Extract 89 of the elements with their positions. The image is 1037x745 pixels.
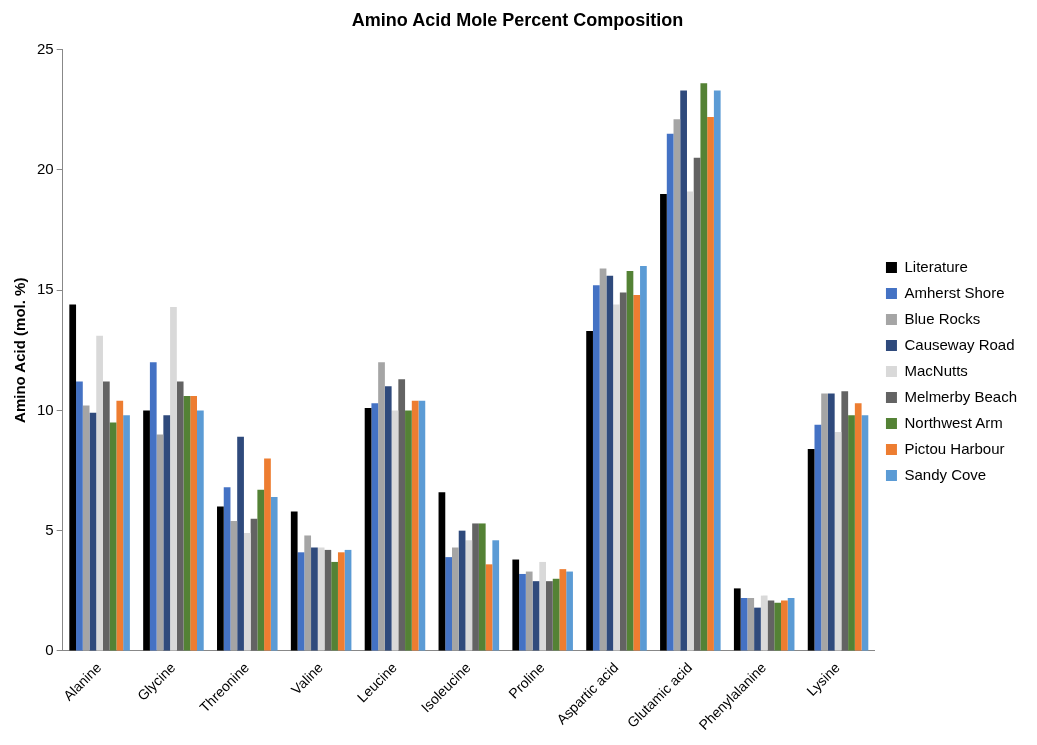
legend-label: Causeway Road bbox=[904, 335, 1015, 353]
bar bbox=[713, 90, 721, 651]
bar bbox=[472, 523, 479, 651]
bar bbox=[733, 588, 741, 651]
bar bbox=[465, 540, 473, 651]
bar bbox=[760, 595, 768, 651]
bar bbox=[337, 552, 345, 651]
bar bbox=[666, 133, 674, 651]
bar bbox=[633, 294, 641, 651]
bar bbox=[848, 415, 855, 651]
bar bbox=[827, 393, 835, 651]
legend-label: MacNutts bbox=[904, 361, 968, 379]
bar bbox=[566, 571, 573, 651]
y-tick-label: 0 bbox=[45, 641, 54, 659]
bar bbox=[841, 391, 849, 651]
legend-label: Amherst Shore bbox=[904, 283, 1005, 301]
bar bbox=[539, 561, 547, 651]
bar bbox=[76, 381, 83, 651]
bar bbox=[525, 571, 533, 651]
bar bbox=[324, 549, 332, 651]
legend-label: Sandy Cove bbox=[904, 465, 987, 483]
bar bbox=[96, 335, 103, 651]
bar bbox=[411, 400, 419, 651]
bar bbox=[660, 193, 667, 651]
y-axis-title: Amino Acid (mol. %) bbox=[11, 277, 29, 423]
bar bbox=[774, 602, 782, 651]
bar bbox=[304, 535, 312, 651]
bar bbox=[592, 285, 600, 651]
y-tick-label: 5 bbox=[45, 520, 54, 538]
y-tick-label: 25 bbox=[37, 39, 54, 57]
legend-label: Pictou Harbour bbox=[904, 439, 1005, 457]
bar bbox=[559, 569, 567, 651]
bar bbox=[176, 381, 184, 651]
y-tick-label: 10 bbox=[37, 400, 54, 418]
y-tick-label: 20 bbox=[37, 160, 54, 178]
bar bbox=[257, 489, 265, 651]
bar bbox=[123, 415, 130, 651]
bar bbox=[686, 191, 694, 651]
bar bbox=[331, 561, 338, 651]
bar bbox=[478, 523, 486, 651]
bar bbox=[700, 83, 708, 651]
bar bbox=[163, 415, 171, 651]
bar bbox=[512, 559, 520, 651]
bar bbox=[781, 600, 788, 651]
y-tick-label: 15 bbox=[37, 280, 54, 298]
bar bbox=[619, 292, 627, 651]
bar bbox=[519, 573, 526, 651]
bar bbox=[405, 410, 412, 651]
legend-label: Literature bbox=[904, 257, 968, 275]
bar bbox=[270, 496, 278, 651]
bar bbox=[116, 400, 124, 651]
bar bbox=[606, 275, 614, 651]
bar bbox=[311, 547, 318, 651]
bar bbox=[378, 362, 385, 651]
bar bbox=[197, 410, 204, 651]
bar bbox=[586, 331, 593, 651]
bar bbox=[854, 403, 862, 651]
legend-label: Melmerby Beach bbox=[904, 387, 1017, 405]
bar bbox=[754, 607, 761, 651]
bar bbox=[492, 540, 500, 651]
bar bbox=[640, 266, 647, 651]
bar bbox=[445, 557, 452, 651]
bar bbox=[747, 598, 755, 651]
bar bbox=[82, 405, 90, 651]
bar bbox=[69, 304, 77, 651]
legend-label: Northwest Arm bbox=[904, 413, 1003, 431]
bar bbox=[170, 306, 177, 651]
bar bbox=[230, 521, 238, 651]
bar bbox=[237, 436, 244, 651]
bar bbox=[814, 424, 822, 651]
bar bbox=[613, 304, 620, 651]
bar bbox=[546, 581, 553, 651]
bar bbox=[217, 506, 224, 651]
bar bbox=[680, 90, 687, 651]
bar bbox=[707, 116, 714, 651]
bar bbox=[143, 410, 150, 651]
bar bbox=[102, 381, 110, 651]
bar bbox=[243, 533, 251, 651]
bar bbox=[371, 403, 379, 651]
bar bbox=[384, 386, 392, 651]
legend-label: Blue Rocks bbox=[904, 309, 981, 327]
bar bbox=[821, 393, 828, 651]
bar bbox=[290, 511, 298, 651]
chart-title: Amino Acid Mole Percent Composition bbox=[351, 9, 684, 30]
bar bbox=[452, 547, 459, 651]
bar bbox=[398, 379, 406, 651]
bar bbox=[264, 458, 271, 651]
bar bbox=[190, 395, 197, 651]
bar bbox=[149, 362, 157, 651]
